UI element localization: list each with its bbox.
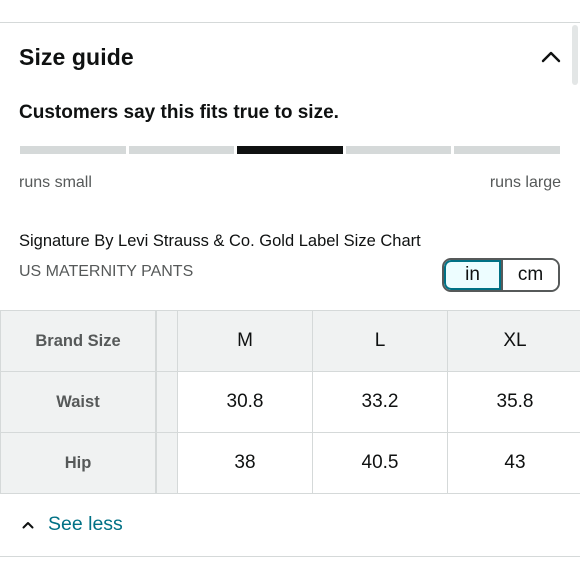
fit-segment bbox=[20, 146, 126, 154]
size-table: Brand Size M L XL Waist 30.8 33.2 35.8 H… bbox=[0, 310, 580, 494]
fit-runs-small-label: runs small bbox=[19, 174, 92, 191]
table-cell: 40.5 bbox=[312, 432, 448, 494]
fit-statement: Customers say this fits true to size. bbox=[19, 102, 339, 123]
table-row: Waist 30.8 33.2 35.8 bbox=[0, 371, 580, 433]
table-header-row: Brand Size M L XL bbox=[0, 310, 580, 372]
size-guide-title: Size guide bbox=[19, 43, 134, 70]
unit-in-button[interactable]: in bbox=[444, 260, 501, 290]
brand-size-header: Brand Size bbox=[0, 310, 157, 372]
fit-segment bbox=[345, 146, 452, 154]
unit-toggle: in cm bbox=[442, 258, 560, 292]
fit-segment bbox=[454, 146, 560, 154]
size-column-header: XL bbox=[447, 310, 580, 372]
row-label-waist: Waist bbox=[0, 371, 157, 433]
size-guide-header[interactable]: Size guide bbox=[19, 40, 564, 74]
bottom-divider bbox=[0, 556, 580, 557]
fit-runs-large-label: runs large bbox=[489, 174, 561, 191]
table-spacer bbox=[155, 432, 178, 494]
chevron-up-icon[interactable] bbox=[538, 44, 564, 70]
unit-cm-button[interactable]: cm bbox=[501, 260, 558, 290]
see-less-label: See less bbox=[48, 513, 123, 535]
table-cell: 30.8 bbox=[177, 371, 313, 433]
see-less-link[interactable]: See less bbox=[22, 513, 123, 536]
table-cell: 35.8 bbox=[447, 371, 580, 433]
size-chart-title: Signature By Levi Strauss & Co. Gold Lab… bbox=[19, 232, 421, 250]
fit-meter bbox=[20, 146, 560, 154]
fit-segment-active bbox=[237, 146, 343, 154]
table-cell: 38 bbox=[177, 432, 313, 494]
scrollbar[interactable] bbox=[572, 25, 578, 85]
top-divider bbox=[0, 22, 580, 23]
table-spacer bbox=[155, 310, 178, 372]
table-cell: 43 bbox=[447, 432, 580, 494]
fit-segment bbox=[128, 146, 235, 154]
row-label-hip: Hip bbox=[0, 432, 157, 494]
size-column-header: M bbox=[177, 310, 313, 372]
table-spacer bbox=[155, 371, 178, 433]
chevron-up-icon bbox=[22, 518, 36, 532]
size-column-header: L bbox=[312, 310, 448, 372]
size-chart-subtitle: US MATERNITY PANTS bbox=[19, 263, 194, 280]
table-row: Hip 38 40.5 43 bbox=[0, 432, 580, 494]
table-cell: 33.2 bbox=[312, 371, 448, 433]
